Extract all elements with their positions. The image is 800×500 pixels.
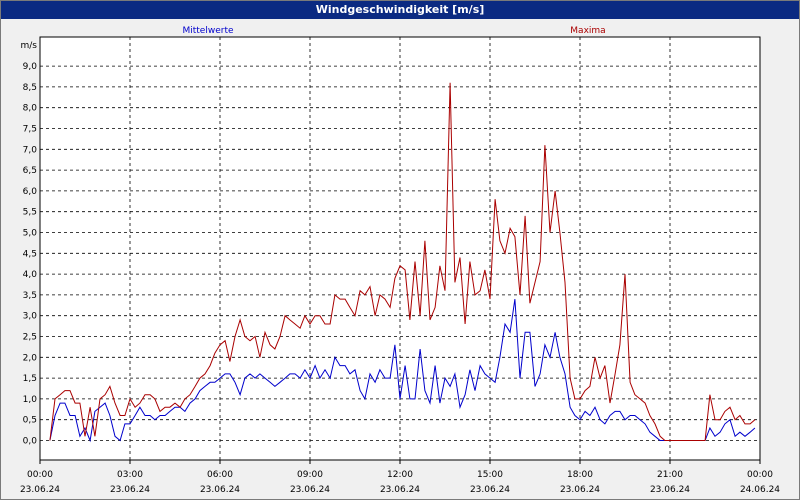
y-tick-label: 0,0 (23, 437, 38, 447)
x-tick-label-time: 09:00 (297, 470, 323, 480)
x-tick-label-time: 15:00 (477, 470, 503, 480)
y-tick-label: 5,5 (23, 208, 37, 218)
y-tick-label: 6,5 (23, 166, 37, 176)
x-tick-label-date: 24.06.24 (740, 485, 780, 495)
legend-mittelwerte: Mittelwerte (182, 26, 233, 36)
y-tick-label: 8,0 (23, 104, 38, 114)
y-tick-label: 8,5 (23, 83, 37, 93)
y-tick-label: 3,5 (23, 291, 37, 301)
x-tick-label-date: 23.06.24 (290, 485, 330, 495)
x-tick-label-date: 23.06.24 (470, 485, 510, 495)
x-tick-label-time: 00:00 (747, 470, 773, 480)
y-tick-label: 1,0 (23, 395, 38, 405)
x-tick-label-time: 21:00 (657, 470, 683, 480)
y-tick-label: 2,5 (23, 333, 37, 343)
x-tick-label-time: 06:00 (207, 470, 233, 480)
x-tick-label-date: 23.06.24 (380, 485, 420, 495)
y-tick-label: 4,0 (23, 270, 38, 280)
y-tick-label: 2,0 (23, 353, 38, 363)
x-tick-label-date: 23.06.24 (110, 485, 150, 495)
y-tick-label: 7,5 (23, 125, 37, 135)
x-tick-label-date: 23.06.24 (650, 485, 690, 495)
y-tick-label: 0,5 (23, 416, 37, 426)
y-tick-label: 7,0 (23, 145, 38, 155)
x-tick-label-date: 23.06.24 (560, 485, 600, 495)
series-line-maxima (49, 82, 756, 441)
legend-maxima: Maxima (570, 26, 605, 36)
x-tick-label-time: 18:00 (567, 470, 593, 480)
y-tick-label: 3,0 (23, 312, 38, 322)
y-tick-label: 9,0 (23, 62, 38, 72)
y-tick-label: 5,0 (23, 229, 38, 239)
x-tick-label-date: 23.06.24 (20, 485, 60, 495)
x-tick-label-date: 23.06.24 (200, 485, 240, 495)
x-tick-label-time: 00:00 (27, 470, 53, 480)
y-tick-label: 6,0 (23, 187, 38, 197)
x-tick-label-time: 12:00 (387, 470, 413, 480)
y-tick-label: 1,5 (23, 374, 37, 384)
chart-title: Windgeschwindigkeit [m/s] (1, 1, 799, 19)
y-tick-label: 4,5 (23, 249, 37, 259)
x-tick-label-time: 03:00 (117, 470, 143, 480)
series-line-mittelwerte (49, 299, 756, 443)
y-axis-unit: m/s (21, 41, 38, 51)
